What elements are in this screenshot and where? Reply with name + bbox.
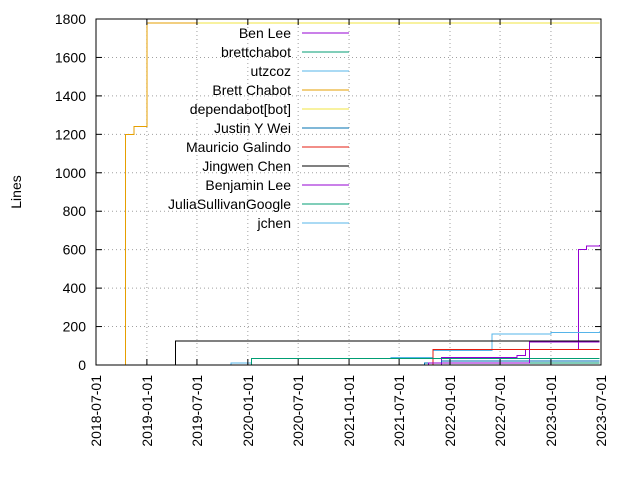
- y-tick-label: 600: [63, 242, 87, 258]
- y-tick-label: 400: [63, 280, 87, 296]
- series-line-utzcoz: [163, 331, 600, 366]
- x-tick-label: 2019-07-01: [189, 375, 205, 447]
- y-tick-label: 1200: [55, 126, 86, 142]
- axis-ticks: 0 200 400 600 800 1000 1200 1400 1600 1800 2018-07…: [55, 11, 609, 447]
- legend-label-brett-chabot: Brett Chabot: [212, 82, 291, 98]
- x-tick-label: 2023-07-01: [593, 375, 609, 447]
- legend: Ben Lee brettchabot utzcoz Brett Chabot depe…: [168, 25, 349, 231]
- legend-label-utzcoz: utzcoz: [251, 63, 291, 79]
- y-tick-label: 0: [78, 357, 86, 373]
- legend-label-ben-lee: Ben Lee: [239, 25, 291, 41]
- legend-label-jingwen-chen: Jingwen Chen: [202, 158, 291, 174]
- x-tick-label: 2022-07-01: [492, 375, 508, 447]
- legend-label-jchen: jchen: [257, 215, 291, 231]
- y-tick-label: 200: [63, 319, 87, 335]
- y-tick-label: 1000: [55, 165, 86, 181]
- x-tick-label: 2019-01-01: [139, 375, 155, 447]
- legend-label-benjamin-lee: Benjamin Lee: [205, 177, 291, 193]
- plot-frame: [95, 18, 602, 366]
- legend-label-mauricio-galindo: Mauricio Galindo: [186, 139, 291, 155]
- y-tick-label: 1800: [55, 11, 86, 27]
- series-lines: [117, 22, 600, 366]
- legend-label-dependabot-bot: dependabot[bot]: [190, 101, 291, 117]
- y-axis-title: Lines: [8, 175, 24, 208]
- y-tick-label: 1400: [55, 88, 86, 104]
- series-line-brett-chabot: [117, 22, 600, 366]
- legend-label-brettchabot: brettchabot: [221, 44, 291, 60]
- x-tick-label: 2023-01-01: [543, 375, 559, 447]
- y-tick-label: 800: [63, 203, 87, 219]
- y-tick-label: 1600: [55, 49, 86, 65]
- legend-label-justin-y-wei: Justin Y Wei: [214, 120, 291, 136]
- x-tick-label: 2021-07-01: [391, 375, 407, 447]
- series-line-ben-lee: [394, 244, 600, 366]
- legend-label-juliasullivangoogle: JuliaSullivanGoogle: [168, 196, 291, 212]
- x-tick-label: 2020-01-01: [240, 375, 256, 447]
- x-tick-label: 2018-07-01: [88, 375, 104, 447]
- x-tick-label: 2020-07-01: [290, 375, 306, 447]
- x-tick-label: 2021-01-01: [341, 375, 357, 447]
- x-tick-label: 2022-01-01: [442, 375, 458, 447]
